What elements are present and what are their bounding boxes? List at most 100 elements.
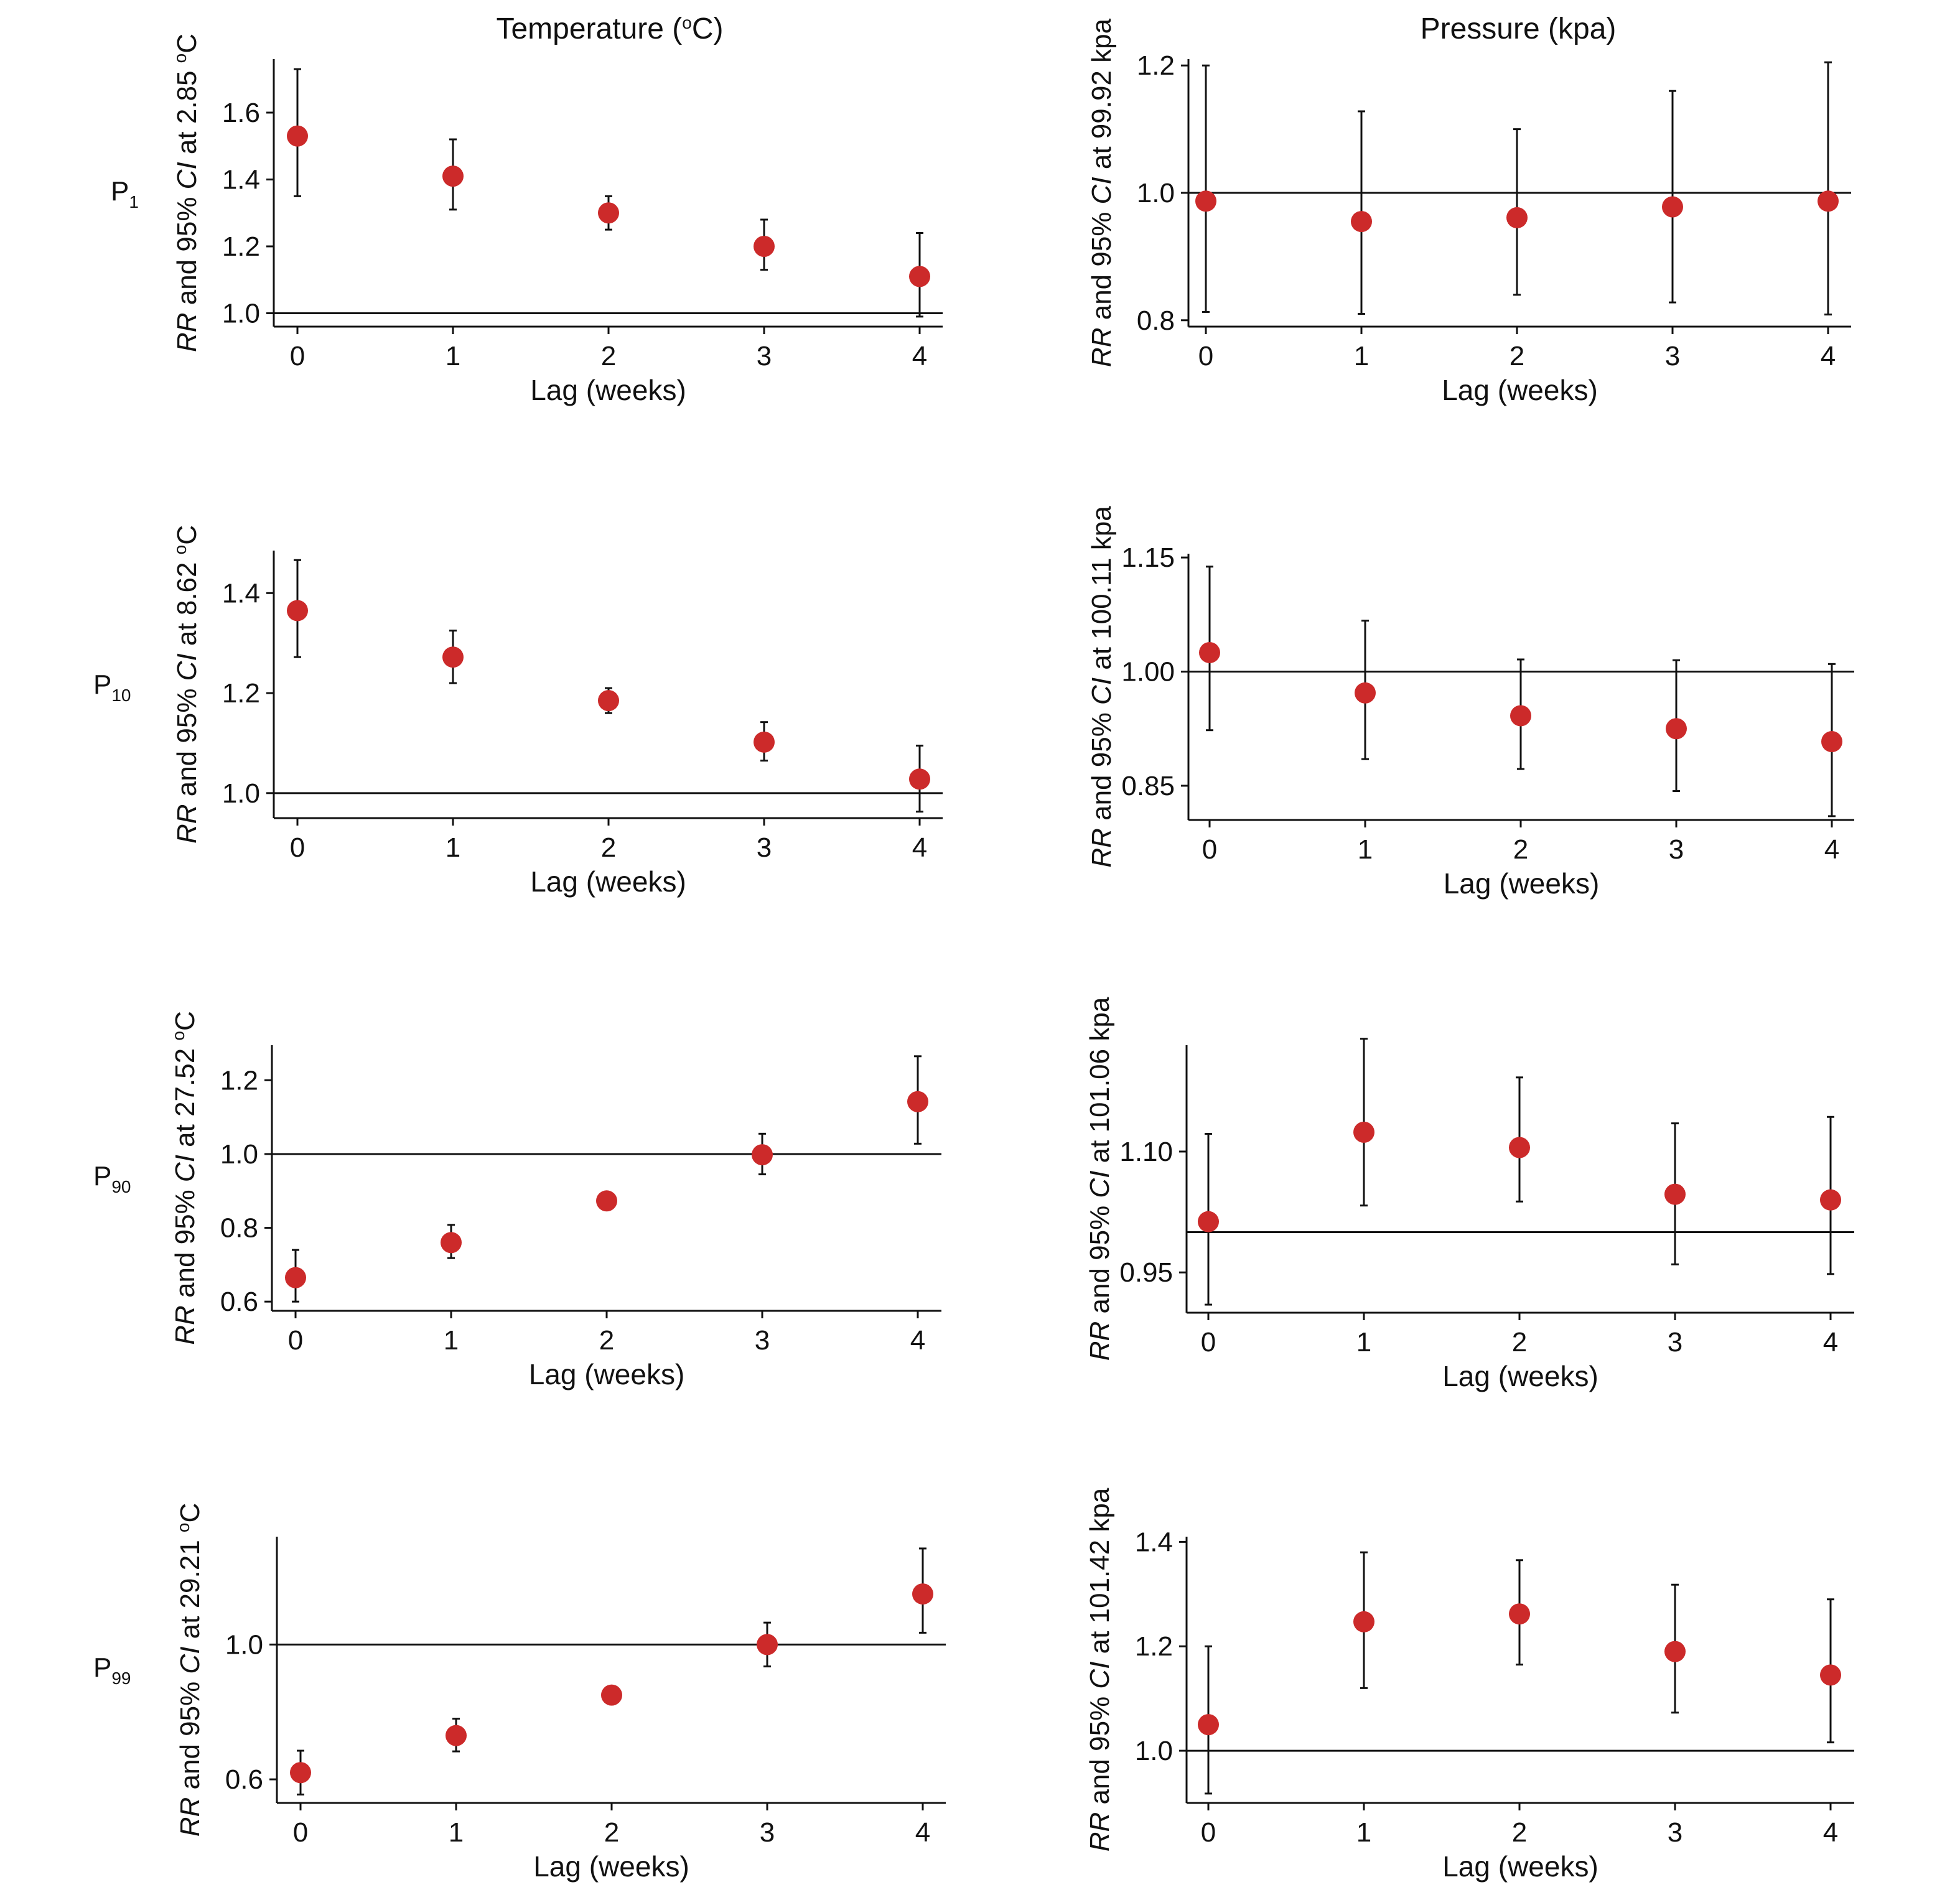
- y-tick-label: 1.00: [1121, 657, 1175, 687]
- x-axis-label: Lag (weeks): [1444, 867, 1600, 900]
- data-point: [1351, 211, 1372, 233]
- x-tick-label: 0: [1201, 1327, 1216, 1357]
- data-point: [446, 1725, 467, 1746]
- y-axis-label: RR and 95% CI at 101.06 kpa: [1085, 997, 1115, 1361]
- x-tick-label: 4: [912, 341, 927, 371]
- y-axis-label: RR and 95% CI at 27.52 oC: [169, 1011, 200, 1345]
- data-point: [907, 1091, 928, 1112]
- row-label-p10: P10: [93, 669, 131, 705]
- data-point: [912, 1583, 933, 1605]
- data-point: [290, 1762, 311, 1784]
- y-axis-label: RR and 95% CI at 8.62 oC: [170, 525, 202, 844]
- data-point: [1198, 1211, 1219, 1232]
- data-point: [1820, 1664, 1841, 1686]
- x-tick-label: 4: [1824, 834, 1839, 865]
- x-axis-label: Lag (weeks): [529, 1358, 685, 1390]
- y-tick-label: 1.4: [222, 578, 260, 608]
- x-tick-label: 3: [1668, 1817, 1682, 1848]
- x-tick-label: 1: [446, 341, 460, 371]
- x-tick-label: 1: [1356, 1327, 1371, 1357]
- x-tick-label: 3: [1665, 341, 1680, 371]
- x-tick-label: 2: [1510, 341, 1524, 371]
- x-tick-label: 2: [1513, 834, 1528, 865]
- x-tick-label: 3: [757, 832, 772, 863]
- y-tick-label: 0.8: [220, 1213, 258, 1244]
- panel-pressure-p90: 0.95 1.10 0 1 2 3 4 Lag (weeks) RR and 95% CI at…: [1085, 997, 1854, 1392]
- row-label-p99: P99: [93, 1652, 131, 1688]
- x-tick-label: 4: [915, 1817, 930, 1848]
- y-axis-label: RR and 95% CI at 101.42 kpa: [1085, 1488, 1115, 1851]
- x-tick-label: 0: [1198, 341, 1213, 371]
- y-tick-label: 1.4: [222, 165, 260, 195]
- y-tick-label: 0.6: [220, 1287, 258, 1317]
- x-axis-label: Lag (weeks): [1442, 1850, 1598, 1883]
- data-point: [441, 1232, 462, 1254]
- x-tick-label: 2: [604, 1817, 619, 1848]
- panel-temperature-p90: 0.6 0.8 1.0 1.2 0 1 2 3 4 Lag (weeks) RR and 95% C…: [169, 1011, 941, 1390]
- data-point: [596, 1190, 617, 1212]
- y-tick-label: 1.10: [1119, 1137, 1173, 1167]
- x-tick-label: 1: [1358, 834, 1373, 865]
- y-tick-label: 0.85: [1121, 771, 1175, 801]
- x-tick-label: 4: [910, 1325, 925, 1356]
- y-tick-label: 1.2: [1137, 50, 1175, 81]
- x-tick-label: 4: [1821, 341, 1836, 371]
- data-point: [1821, 731, 1842, 753]
- y-tick-label: 1.15: [1121, 543, 1175, 573]
- x-tick-label: 1: [1354, 341, 1369, 371]
- x-tick-label: 2: [1512, 1817, 1527, 1848]
- data-point: [601, 1684, 622, 1706]
- y-tick-label: 1.0: [1137, 178, 1175, 208]
- data-point: [1506, 207, 1528, 228]
- data-point: [442, 646, 464, 668]
- data-point: [909, 768, 930, 790]
- y-axis-label: RR and 95% CI at 2.85 oC: [170, 34, 202, 352]
- x-tick-label: 0: [290, 341, 305, 371]
- data-point: [1509, 1603, 1530, 1625]
- data-point: [1509, 1137, 1530, 1158]
- row-label-p1: P1: [111, 176, 139, 212]
- panel-temperature-p99: 0.6 1.0 0 1 2 3 4 Lag (weeks) RR and 95% CI at 2…: [174, 1503, 946, 1883]
- x-axis-label: Lag (weeks): [1442, 1360, 1598, 1392]
- x-tick-label: 0: [1202, 834, 1217, 865]
- data-point: [287, 125, 308, 147]
- x-tick-label: 3: [1669, 834, 1684, 865]
- x-tick-label: 2: [601, 341, 616, 371]
- data-point: [1666, 718, 1687, 740]
- data-point: [287, 600, 308, 622]
- x-tick-label: 0: [288, 1325, 303, 1356]
- y-tick-label: 1.2: [222, 678, 260, 709]
- data-point: [1662, 196, 1683, 218]
- x-tick-label: 4: [1823, 1817, 1838, 1848]
- data-point: [1195, 190, 1216, 212]
- data-point: [757, 1634, 778, 1656]
- data-point: [1664, 1183, 1686, 1205]
- y-tick-label: 1.0: [220, 1139, 258, 1170]
- panel-pressure-p10: 0.85 1.00 1.15 0 1 2 3 4 Lag (weeks) RR and 95% C…: [1086, 506, 1854, 900]
- panel-pressure-p99: 1.0 1.2 1.4 0 1 2 3 4 Lag (weeks) RR and 95% CI a…: [1085, 1488, 1854, 1883]
- x-tick-label: 3: [1668, 1327, 1682, 1357]
- x-axis-label: Lag (weeks): [530, 865, 686, 898]
- x-tick-label: 0: [1201, 1817, 1216, 1848]
- y-tick-label: 1.2: [1135, 1631, 1173, 1662]
- data-point: [1510, 705, 1531, 727]
- panel-temperature-p10: 1.0 1.2 1.4 0 1 2 3 4 Lag (weeks) RR and 95% CI a…: [170, 525, 943, 898]
- data-point: [754, 236, 775, 257]
- x-axis-label: Lag (weeks): [1442, 374, 1598, 406]
- y-axis-label: RR and 95% CI at 99.92 kpa: [1086, 18, 1117, 367]
- panel-pressure-p1: 0.8 1.0 1.2 0 1 2 3 4 Lag (weeks) RR and 95% CI a…: [1086, 18, 1851, 406]
- y-tick-label: 0.8: [1137, 305, 1175, 336]
- data-point: [598, 690, 619, 712]
- panel-temperature-p1: 1.0 1.2 1.4 1.6 0 1 2 3 4 Lag (weeks) RR and 95% C…: [170, 34, 943, 406]
- y-tick-label: 1.2: [220, 1065, 258, 1096]
- x-tick-label: 3: [755, 1325, 770, 1356]
- x-tick-label: 2: [1512, 1327, 1527, 1357]
- y-tick-label: 0.95: [1119, 1257, 1173, 1288]
- x-tick-label: 0: [290, 832, 305, 863]
- data-point: [1355, 682, 1376, 704]
- column-title-temperature: Temperature (oC): [496, 12, 723, 45]
- y-tick-label: 1.6: [222, 98, 260, 128]
- y-tick-label: 1.4: [1135, 1527, 1173, 1557]
- y-tick-label: 1.2: [222, 231, 260, 262]
